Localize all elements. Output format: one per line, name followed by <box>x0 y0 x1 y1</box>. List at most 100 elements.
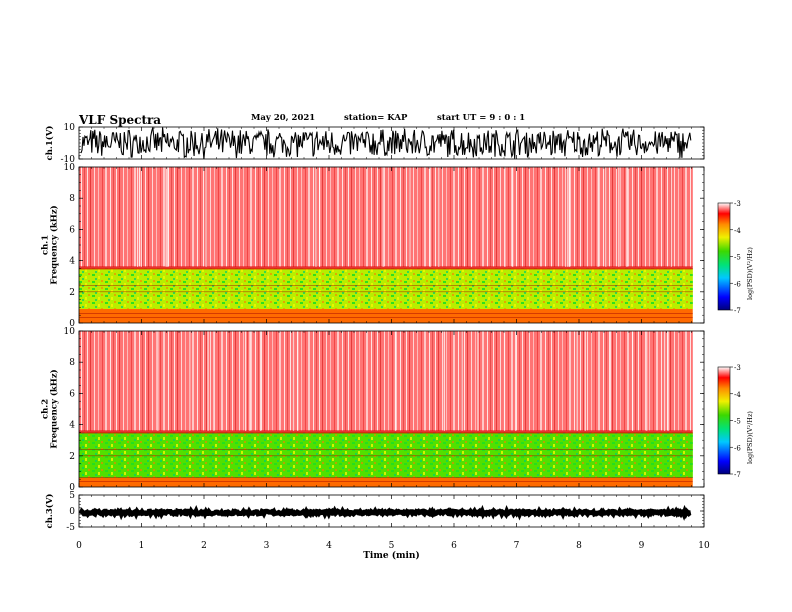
gap-2-7 <box>461 331 463 431</box>
gap-1-17 <box>438 167 440 267</box>
gap-2-21 <box>646 331 648 431</box>
ylabel: Frequency (kHz) <box>49 205 60 284</box>
gap-1-11 <box>136 167 139 267</box>
xtick-label: 10 <box>698 541 710 551</box>
gap-2-8 <box>443 331 445 431</box>
ylabel: ch.3(V) <box>44 494 55 529</box>
ytick-label: 0 <box>69 507 75 517</box>
gap-2-16 <box>189 331 191 431</box>
colorbar-tick-label: -6 <box>734 280 741 288</box>
ylabel: ch.2 <box>41 399 51 419</box>
xtick-label: 3 <box>264 541 270 551</box>
station-label: station= KAP <box>344 113 408 123</box>
ytick-label: 2 <box>69 288 75 298</box>
panels-layer: 10-10ch.1(V)-3-4-5-6-7log(PSD)(V²/Hz)024… <box>41 123 755 561</box>
gap-1-13 <box>318 167 321 267</box>
gap-2-18 <box>157 331 159 431</box>
gap-1-7 <box>205 167 207 267</box>
gap-1-16 <box>504 167 506 267</box>
waveform-0 <box>80 127 692 159</box>
xtick-label: 6 <box>451 541 457 551</box>
gap-1-21 <box>605 167 607 267</box>
gap-2-13 <box>584 331 586 431</box>
speckle-texture-2 <box>79 432 693 478</box>
waveform-trace <box>78 504 692 521</box>
ytick-label: -5 <box>66 523 75 533</box>
gap-1-10 <box>512 167 514 267</box>
colorbar-tick-label: -6 <box>734 444 741 452</box>
figure-title: VLF Spectra <box>79 113 162 127</box>
gap-2-11 <box>667 331 669 431</box>
gap-1-2 <box>167 167 169 267</box>
gap-2-9 <box>259 331 262 431</box>
colorbar-tick-label: -3 <box>734 200 741 208</box>
gap-2-10 <box>631 331 634 431</box>
gap-1-12 <box>626 167 628 267</box>
ytick-label: 5 <box>69 491 75 501</box>
date-label: May 20, 2021 <box>251 113 316 123</box>
colorbar-label: log(PSD)(V²/Hz) <box>746 411 754 464</box>
colorbar-tick-label: -4 <box>734 391 741 399</box>
ylabel: Frequency (kHz) <box>49 369 60 448</box>
gap-2-4 <box>394 331 397 431</box>
xtick-label: 5 <box>389 541 395 551</box>
band-1-2 <box>79 308 693 323</box>
xtick-label: 7 <box>514 541 520 551</box>
ytick-label: 10 <box>64 163 76 173</box>
gap-2-5 <box>244 331 247 431</box>
ytick-label: 4 <box>69 421 75 431</box>
gap-1-9 <box>409 167 411 267</box>
colorbar-tick-label: -5 <box>734 254 741 262</box>
xtick-label: 1 <box>139 541 145 551</box>
gap-2-19 <box>292 331 295 431</box>
ytick-label: 0 <box>69 319 75 329</box>
band-edge-1 <box>79 266 693 270</box>
gap-2-12 <box>207 331 209 431</box>
gap-1-19 <box>165 167 167 267</box>
band-2-2 <box>79 477 693 487</box>
gap-1-8 <box>429 167 431 267</box>
colorbar-tick-label: -7 <box>734 471 741 479</box>
ytick-label: 8 <box>69 194 75 204</box>
ytick-label: 2 <box>69 452 75 462</box>
ytick-label: 6 <box>69 225 75 235</box>
gap-2-15 <box>609 331 612 431</box>
gap-2-17 <box>213 331 215 431</box>
streak-texture-1 <box>79 167 693 267</box>
gap-2-2 <box>297 331 299 431</box>
colorbar-1 <box>717 202 731 311</box>
ylabel: ch.1 <box>41 235 51 255</box>
waveform-trace <box>80 127 692 159</box>
gap-2-20 <box>503 331 506 431</box>
colorbar-tick-label: -7 <box>734 307 741 315</box>
gap-2-6 <box>477 331 479 431</box>
start-time-label: start UT = 9 : 0 : 1 <box>437 113 526 123</box>
colorbar-tick-label: -5 <box>734 418 741 426</box>
ytick-label: 0 <box>69 483 75 493</box>
gap-1-6 <box>315 167 317 267</box>
waveform-3 <box>78 504 692 521</box>
gap-1-4 <box>140 167 142 267</box>
colorbar-label: log(PSD)(V²/Hz) <box>746 247 754 300</box>
ytick-label: -10 <box>61 155 76 165</box>
ytick-label: 10 <box>64 123 76 133</box>
gap-2-3 <box>576 331 578 431</box>
gap-2-14 <box>663 331 666 431</box>
band-edge-2 <box>79 430 693 434</box>
xtick-label: 0 <box>76 541 82 551</box>
streak-texture-2 <box>79 331 693 431</box>
ytick-label: 6 <box>69 389 75 399</box>
speckle-texture-1 <box>79 268 693 309</box>
gap-1-0 <box>470 167 473 267</box>
gap-1-3 <box>670 167 672 267</box>
gap-2-1 <box>249 331 251 431</box>
gap-1-18 <box>618 167 620 267</box>
ylabel: ch.1(V) <box>44 126 55 161</box>
gap-1-1 <box>597 167 599 267</box>
xtick-label: 8 <box>576 541 582 551</box>
ytick-label: 10 <box>64 327 76 337</box>
colorbar-tick-label: -4 <box>734 227 741 235</box>
xtick-label: 2 <box>201 541 207 551</box>
gap-1-14 <box>567 167 569 267</box>
